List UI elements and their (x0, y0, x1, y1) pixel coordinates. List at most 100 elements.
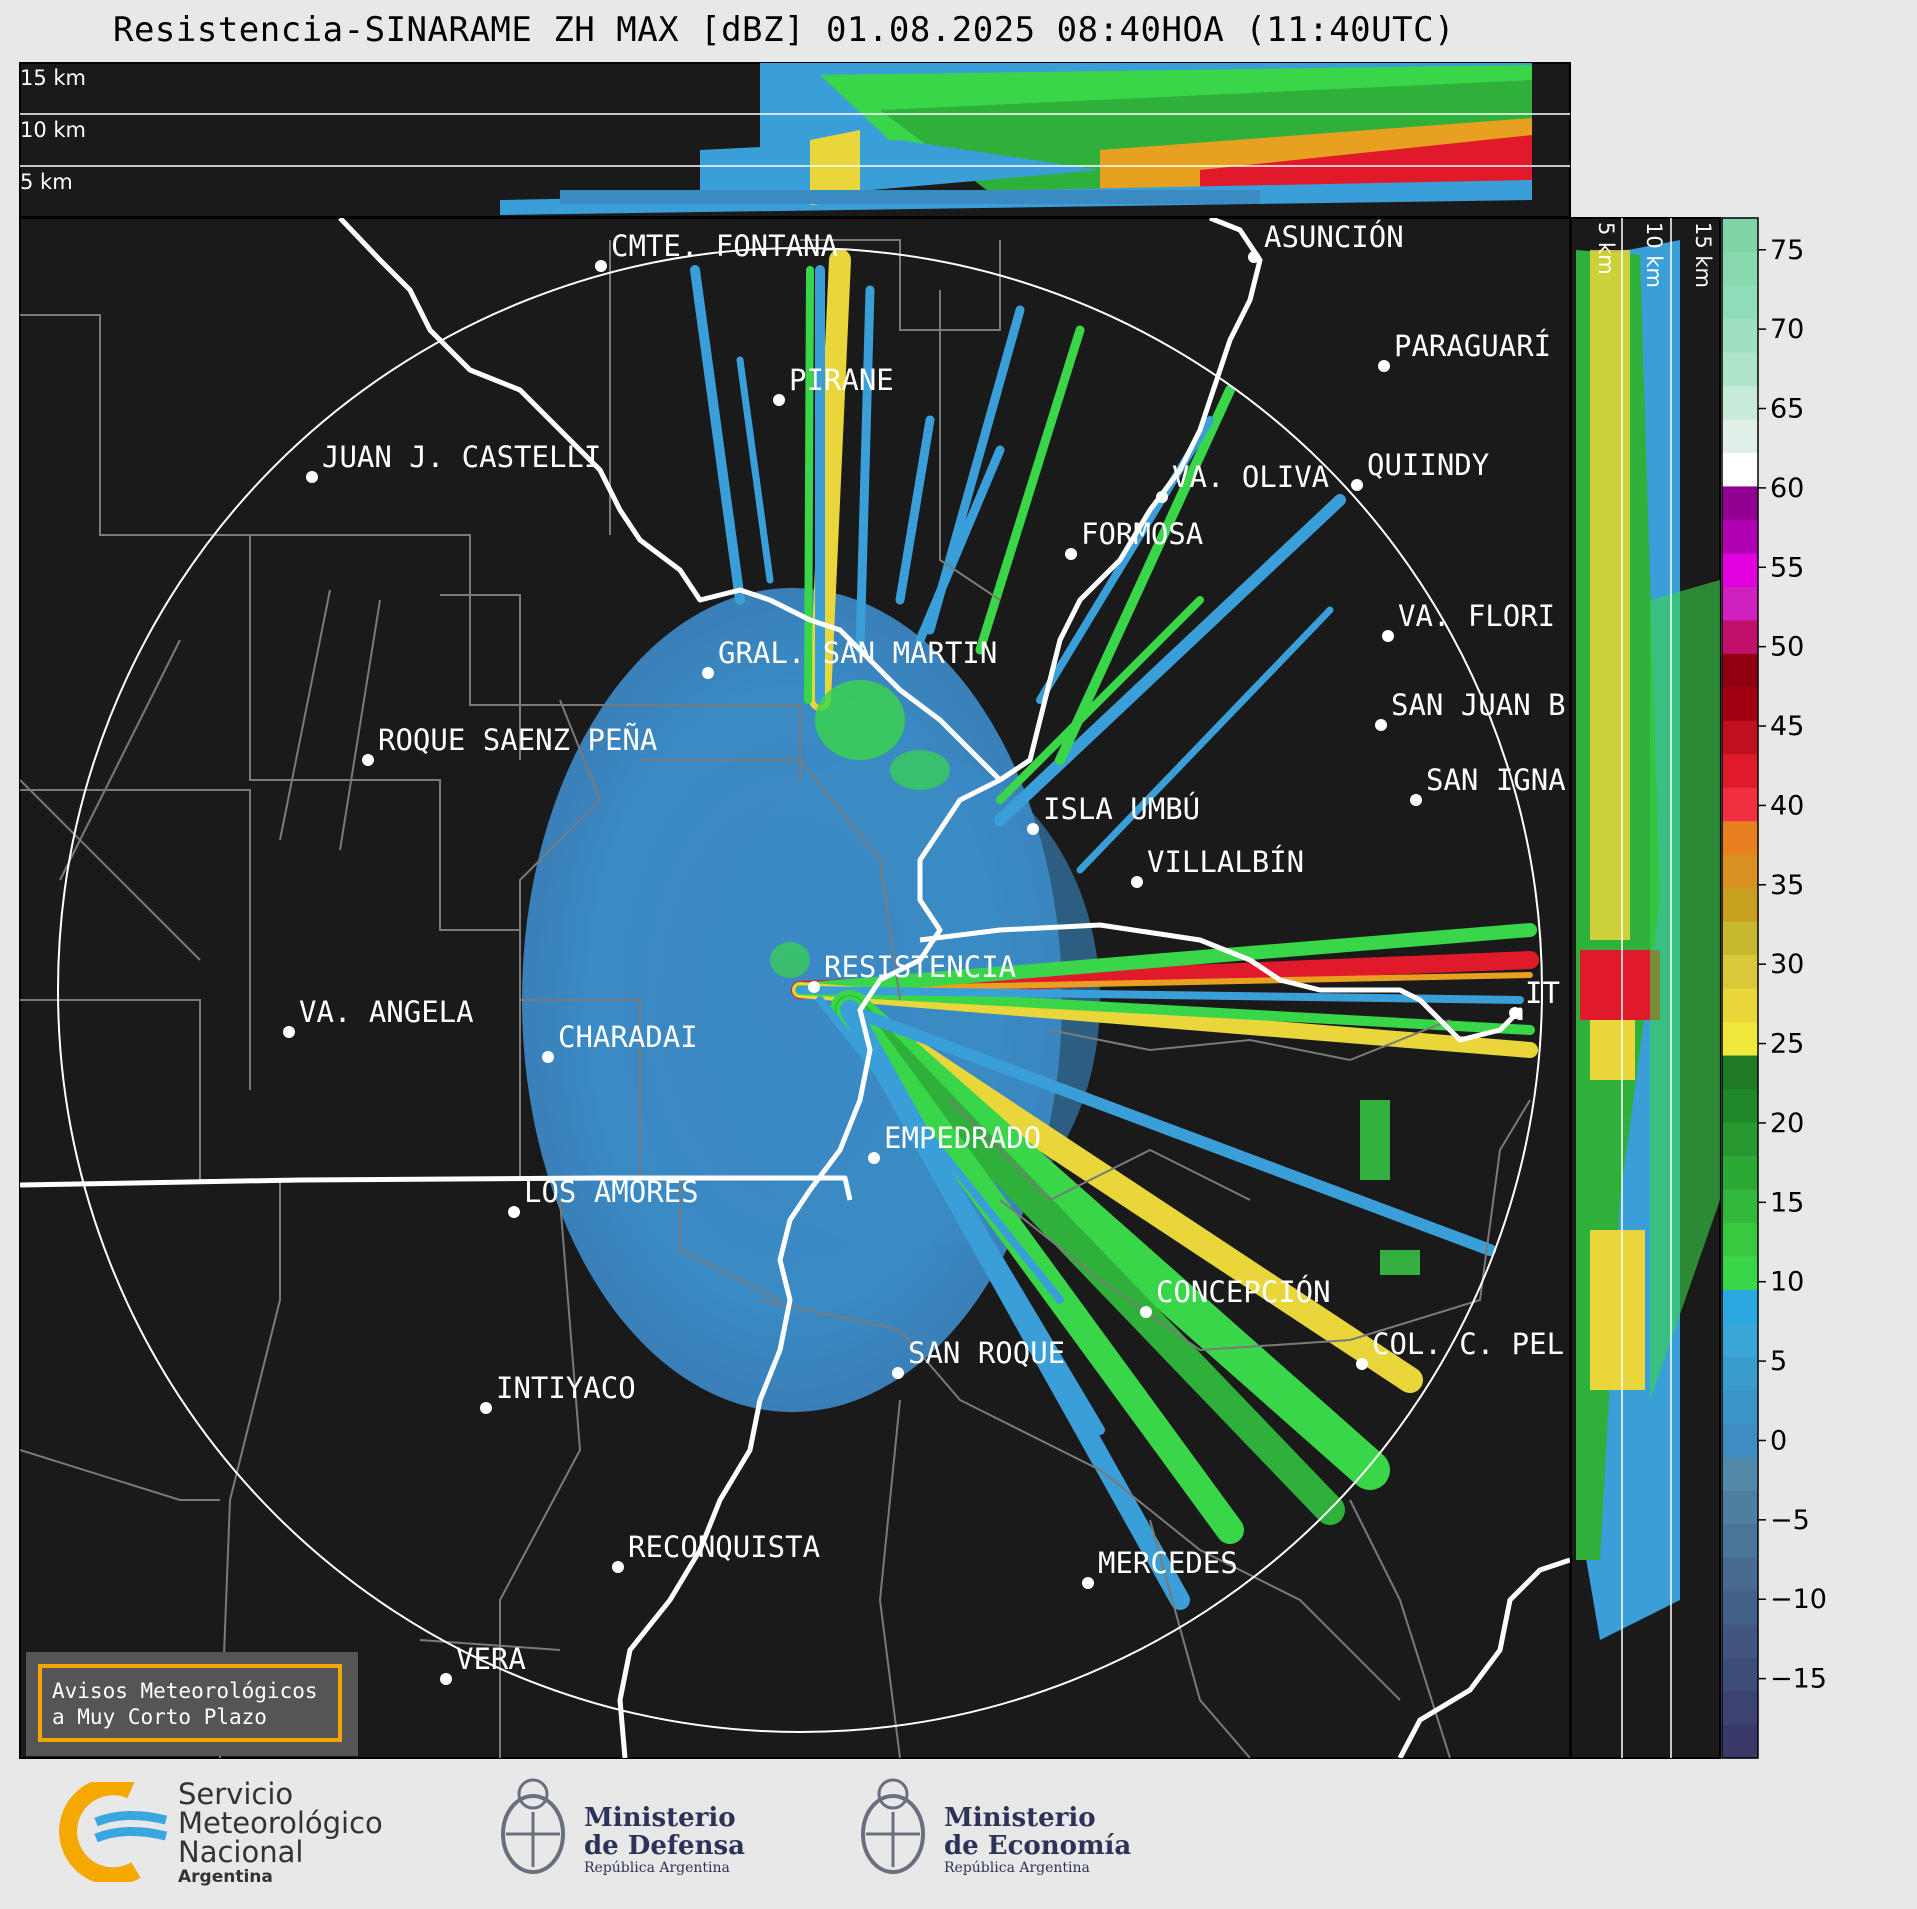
city-dot (480, 1402, 492, 1414)
colorbar-segment (1722, 1624, 1758, 1659)
defensa-logo-text: Ministerio de Defensa República Argentin… (584, 1804, 745, 1876)
city-dot (1351, 479, 1363, 491)
side-height-label: 15 km (1691, 222, 1715, 288)
colorbar-tick-label: 70 (1770, 314, 1804, 345)
precipitation-cores (770, 680, 1420, 1275)
colorbar-segment (1722, 686, 1758, 721)
colorbar-tick-label: 5 (1770, 1346, 1787, 1377)
city-dot (1509, 1007, 1521, 1019)
city-label: ISLA UMBÚ (1043, 792, 1200, 826)
colorbar-tick-label: 35 (1770, 870, 1804, 901)
smn-line: Servicio (178, 1777, 294, 1811)
side-height-label: 5 km (1594, 222, 1618, 275)
city-label: SAN JUAN B (1391, 688, 1566, 722)
city-dot (773, 394, 785, 406)
colorbar-segment (1722, 552, 1758, 587)
economia-line: de Economía (944, 1831, 1132, 1861)
colorbar-segment (1722, 1222, 1758, 1257)
colorbar-segment (1722, 1255, 1758, 1290)
city-label: CHARADAI (558, 1020, 698, 1054)
top-height-label: 10 km (20, 118, 86, 142)
colorbar-segment (1722, 1423, 1758, 1458)
city-dot (868, 1152, 880, 1164)
map-title: Resistencia-SINARAME ZH MAX [dBZ] 01.08.… (112, 10, 1456, 50)
colorbar-segment (1722, 1456, 1758, 1491)
colorbar-tick-label: 65 (1770, 394, 1804, 425)
city-dot (542, 1051, 554, 1063)
city-label: MERCEDES (1098, 1546, 1238, 1580)
city-label: RECONQUISTA (628, 1530, 820, 1564)
city-markers: CMTE. FONTANA ASUNCIÓN PARAGUARÍ PIRANE JUAN… (283, 220, 1566, 1685)
colorbar-segment (1722, 1523, 1758, 1558)
city-dot (702, 667, 714, 679)
city-label: GRAL. SAN MARTIN (718, 636, 997, 670)
radar-beams (690, 249, 1539, 1610)
city-dot (1140, 1306, 1152, 1318)
colorbar-tick-label: 40 (1770, 790, 1804, 821)
city-dot (1082, 1577, 1094, 1589)
city-dot (892, 1367, 904, 1379)
colorbar-segment (1722, 284, 1758, 320)
colorbar-segment (1722, 787, 1758, 822)
colorbar-segment (1722, 1557, 1758, 1592)
city-label: VA. ANGELA (299, 995, 474, 1029)
colorbar-tick-label: −10 (1770, 1584, 1827, 1615)
city-dot (1356, 1358, 1368, 1370)
colorbar-segment (1722, 820, 1758, 855)
smn-line: Nacional (178, 1835, 304, 1869)
city-dot (1375, 719, 1387, 731)
coat-of-arms-icon (861, 1778, 925, 1874)
warning-button[interactable]: Avisos Meteorológicos a Muy Corto Plazo (38, 1664, 342, 1742)
city-label: QUIINDY (1367, 448, 1489, 482)
city-label: LOS AMORES (524, 1175, 699, 1209)
colorbar-segment (1722, 1657, 1758, 1692)
city-dot (362, 754, 374, 766)
colorbar-segment (1722, 720, 1758, 755)
city-dot (595, 260, 607, 272)
colorbar-segment (1722, 921, 1758, 956)
colorbar-segment (1722, 954, 1758, 989)
city-dot (1248, 251, 1260, 263)
colorbar-segment (1722, 1088, 1758, 1123)
colorbar-tick-label: 75 (1770, 235, 1804, 266)
city-label: CMTE. FONTANA (611, 229, 838, 263)
city-label: PARAGUARÍ (1394, 329, 1551, 363)
city-label: VILLALBÍN (1147, 845, 1304, 879)
city-label: FORMOSA (1081, 517, 1203, 551)
city-label: INTIYACO (496, 1371, 636, 1405)
colorbar-tick-label: 60 (1770, 473, 1804, 504)
city-label: COL. C. PEL (1372, 1327, 1564, 1361)
colorbar-segment (1722, 1155, 1758, 1190)
economia-line: República Argentina (944, 1860, 1090, 1876)
city-dot (808, 981, 820, 993)
city-dot (1378, 360, 1390, 372)
colorbar-segment (1722, 485, 1758, 520)
colorbar-tick-label: −5 (1770, 1505, 1810, 1536)
city-dot (1410, 794, 1422, 806)
colorbar-segment (1722, 385, 1758, 420)
colorbar-segment (1722, 251, 1758, 286)
city-dot (1156, 491, 1168, 503)
colorbar-segment (1722, 1322, 1758, 1357)
city-label: VERA (456, 1642, 526, 1676)
colorbar-tick-label: 55 (1770, 552, 1804, 583)
main-map-panel (19, 217, 1571, 1759)
colorbar-segment (1722, 653, 1758, 688)
colorbar-segment (1722, 1021, 1758, 1056)
colorbar-segment (1722, 586, 1758, 621)
city-dot (1131, 876, 1143, 888)
colorbar-tick-label: 10 (1770, 1267, 1804, 1298)
colorbar-segment (1722, 1389, 1758, 1424)
city-label: RESISTENCIA (824, 950, 1016, 984)
colorbar-segment (1722, 318, 1758, 353)
colorbar-segment (1722, 1054, 1758, 1090)
top-height-label: 15 km (20, 66, 86, 90)
province-borders (20, 239, 1531, 1758)
colorbar-segment (1722, 351, 1758, 386)
city-label: VA. FLORI (1398, 599, 1555, 633)
colorbar-tick-label: 20 (1770, 1108, 1804, 1139)
city-label: PIRANE (789, 363, 894, 397)
colorbar-tick-label: 0 (1770, 1425, 1787, 1456)
